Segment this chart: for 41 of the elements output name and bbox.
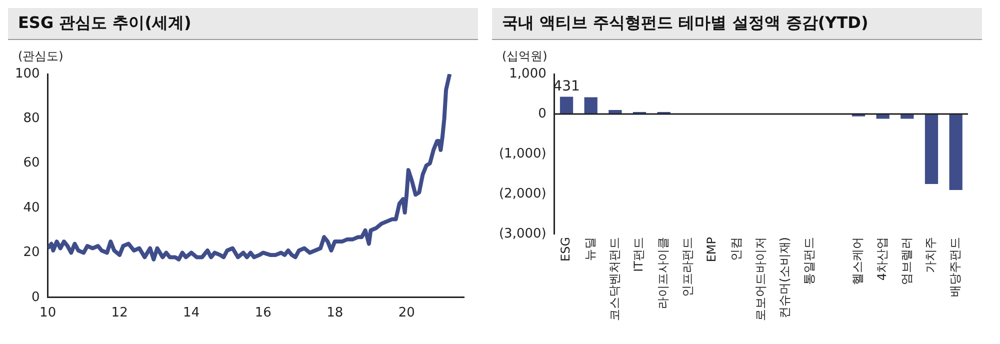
y-tick-label: 80: [23, 111, 40, 126]
x-tick-label: 배당주펀드: [948, 237, 962, 297]
bar: [949, 114, 962, 190]
x-tick-label: 20: [398, 306, 415, 321]
y-tick-label: 0: [32, 290, 40, 305]
y-tick-label: 1,000: [509, 66, 546, 82]
x-tick-label: 컨슈머(소비재): [778, 237, 792, 318]
x-tick-label: 엄브렐러: [899, 237, 914, 285]
data-label: 431: [553, 78, 580, 94]
y-tick-label: 40: [23, 200, 40, 216]
x-tick-label: 로보어드바이저: [753, 237, 768, 321]
x-tick-label: 14: [183, 306, 200, 321]
x-tick-label: ESG: [558, 237, 573, 262]
chart-title: ESG 관심도 추이(세계): [8, 8, 478, 40]
x-tick-label: EMP: [704, 237, 719, 262]
bar: [924, 114, 938, 184]
x-tick-label: IT펀드: [632, 237, 646, 272]
y-tick-label: 60: [23, 156, 40, 171]
x-tick-label: 인프라펀드: [680, 237, 694, 297]
bar: [584, 97, 598, 114]
y-tick-label: 100: [14, 66, 40, 82]
x-tick-label: 헬스케어: [850, 237, 865, 285]
x-tick-label: 가치주: [924, 237, 938, 273]
y-tick-label: (3,000): [498, 226, 546, 242]
y-tick-label: (1,000): [498, 146, 546, 162]
x-tick-label: 코스닥벤처펀드: [607, 237, 622, 321]
y-axis-title: (관심도): [18, 48, 64, 65]
x-tick-label: 인컴: [728, 237, 743, 261]
y-axis-title: (십억원): [502, 48, 548, 65]
x-tick-label: 12: [111, 306, 128, 321]
x-tick-label: 라이프사이클: [656, 237, 670, 309]
x-tick-label: 18: [326, 306, 344, 321]
x-tick-label: 통일펀드: [802, 237, 816, 285]
x-tick-label: 16: [254, 306, 272, 321]
x-tick-label: 10: [40, 306, 56, 321]
bar: [560, 96, 574, 114]
x-tick-label: 뉴딜: [582, 237, 597, 261]
x-tick-label: 4차산업: [874, 237, 889, 281]
y-tick-label: (2,000): [498, 186, 546, 202]
chart-title: 국내 액티브 주식형펀드 테마별 설정액 증감(YTD): [492, 8, 982, 40]
y-tick-label: 0: [538, 106, 546, 122]
